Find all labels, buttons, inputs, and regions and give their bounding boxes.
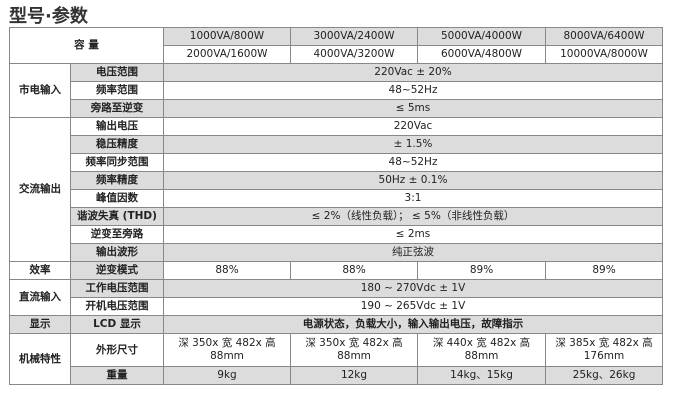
group-label: 直流输入 [9,279,71,316]
row-value: 深 385x 宽 482x 高 176mm [545,333,663,367]
model-cell: 3000VA/2400W [290,27,418,46]
row-label: 外形尺寸 [70,333,164,367]
row-label: 旁路至逆变 [70,99,164,118]
group-label: 机械特性 [9,333,71,385]
group-label: 交流输出 [9,117,71,262]
table-row: 频率范围 48~52Hz [10,81,663,100]
row-value: 25kg、26kg [545,366,663,385]
row-label: 逆变至旁路 [70,225,164,244]
row-label: 频率同步范围 [70,153,164,172]
model-cell: 6000VA/4800W [417,45,546,64]
model-cell: 2000VA/1600W [163,45,291,64]
table-row: 频率同步范围 48~52Hz [10,153,663,172]
row-label: 开机电压范围 [70,297,164,316]
row-label: 输出电压 [70,117,164,136]
row-value: 纯正弦波 [163,243,663,262]
table-row: 直流输入 工作电压范围 180 ~ 270Vdc ± 1V [9,279,663,316]
spec-table: 容 量 1000VA/800W 3000VA/2400W 5000VA/4000W 8… [9,27,663,385]
table-row: 谐波失真 (THD) ≤ 2%（线性负载）； ≤ 5%（非线性负载） [10,207,663,226]
group-label: 显示 [9,315,71,334]
table-row: 重量 9kg 12kg 14kg、15kg 25kg、26kg [10,366,663,385]
row-value: 220Vac ± 20% [163,63,663,82]
table-row: 稳压精度 ± 1.5% [10,135,663,154]
row-value: 9kg [163,366,291,385]
row-value: 89% [417,261,546,280]
table-row: 逆变至旁路 ≤ 2ms [10,225,663,244]
row-value: 12kg [290,366,418,385]
row-label: 频率范围 [70,81,164,100]
table-row: 峰值因数 3:1 [10,189,663,208]
row-value: 220Vac [163,117,663,136]
row-value: 88% [163,261,291,280]
row-label: 工作电压范围 [70,279,164,298]
row-value: 190 ~ 265Vdc ± 1V [163,297,663,316]
row-value: 深 440x 宽 482x 高 88mm [417,333,546,367]
table-row: 输出波形 纯正弦波 [10,243,663,262]
row-value: 180 ~ 270Vdc ± 1V [163,279,663,298]
row-label: 重量 [70,366,164,385]
row-value: 48~52Hz [163,153,663,172]
model-cell: 8000VA/6400W [545,27,663,46]
row-label: 谐波失真 (THD) [70,207,164,226]
table-row: 市电输入 电压范围 220Vac ± 20% [9,63,663,118]
row-value: 深 350x 宽 482x 高 88mm [163,333,291,367]
row-label: 电压范围 [70,63,164,82]
row-value: 3:1 [163,189,663,208]
table-row: 频率精度 50Hz ± 0.1% [10,171,663,190]
group-label: 市电输入 [9,63,71,118]
table-row: 效率 逆变模式 88% 88% 89% 89% [9,261,663,280]
row-value: ± 1.5% [163,135,663,154]
row-value: ≤ 5ms [163,99,663,118]
row-label: 稳压精度 [70,135,164,154]
row-value: ≤ 2ms [163,225,663,244]
row-value: 电源状态，负载大小，输入输出电压，故障指示 [163,315,663,334]
row-label: 峰值因数 [70,189,164,208]
row-label: 频率精度 [70,171,164,190]
model-cell: 4000VA/3200W [290,45,418,64]
row-label: LCD 显示 [70,315,164,334]
row-value: 深 350x 宽 482x 高 88mm [290,333,418,367]
row-value: 48~52Hz [163,81,663,100]
row-value: ≤ 2%（线性负载）； ≤ 5%（非线性负载） [163,207,663,226]
row-label: 输出波形 [70,243,164,262]
row-label: 逆变模式 [70,261,164,280]
model-cell: 5000VA/4000W [417,27,546,46]
row-value: 89% [545,261,663,280]
group-label: 效率 [9,261,71,280]
table-row: 容 量 1000VA/800W 3000VA/2400W 5000VA/4000W 8… [9,27,663,64]
table-row: 显示 LCD 显示 电源状态，负载大小，输入输出电压，故障指示 [9,315,663,334]
table-row: 旁路至逆变 ≤ 5ms [10,99,663,118]
model-cell: 1000VA/800W [163,27,291,46]
table-row: 开机电压范围 190 ~ 265Vdc ± 1V [10,297,663,316]
table-row: 机械特性 外形尺寸深 350x 宽 482x 高 88mm 深 350x 宽 482… [9,333,663,385]
table-row: 交流输出 输出电压 220Vac [9,117,663,262]
capacity-label: 容 量 [9,27,164,64]
page-title: 型号·参数 [9,6,88,27]
model-cell: 10000VA/8000W [545,45,663,64]
row-value: 14kg、15kg [417,366,546,385]
row-value: 50Hz ± 0.1% [163,171,663,190]
row-value: 88% [290,261,418,280]
